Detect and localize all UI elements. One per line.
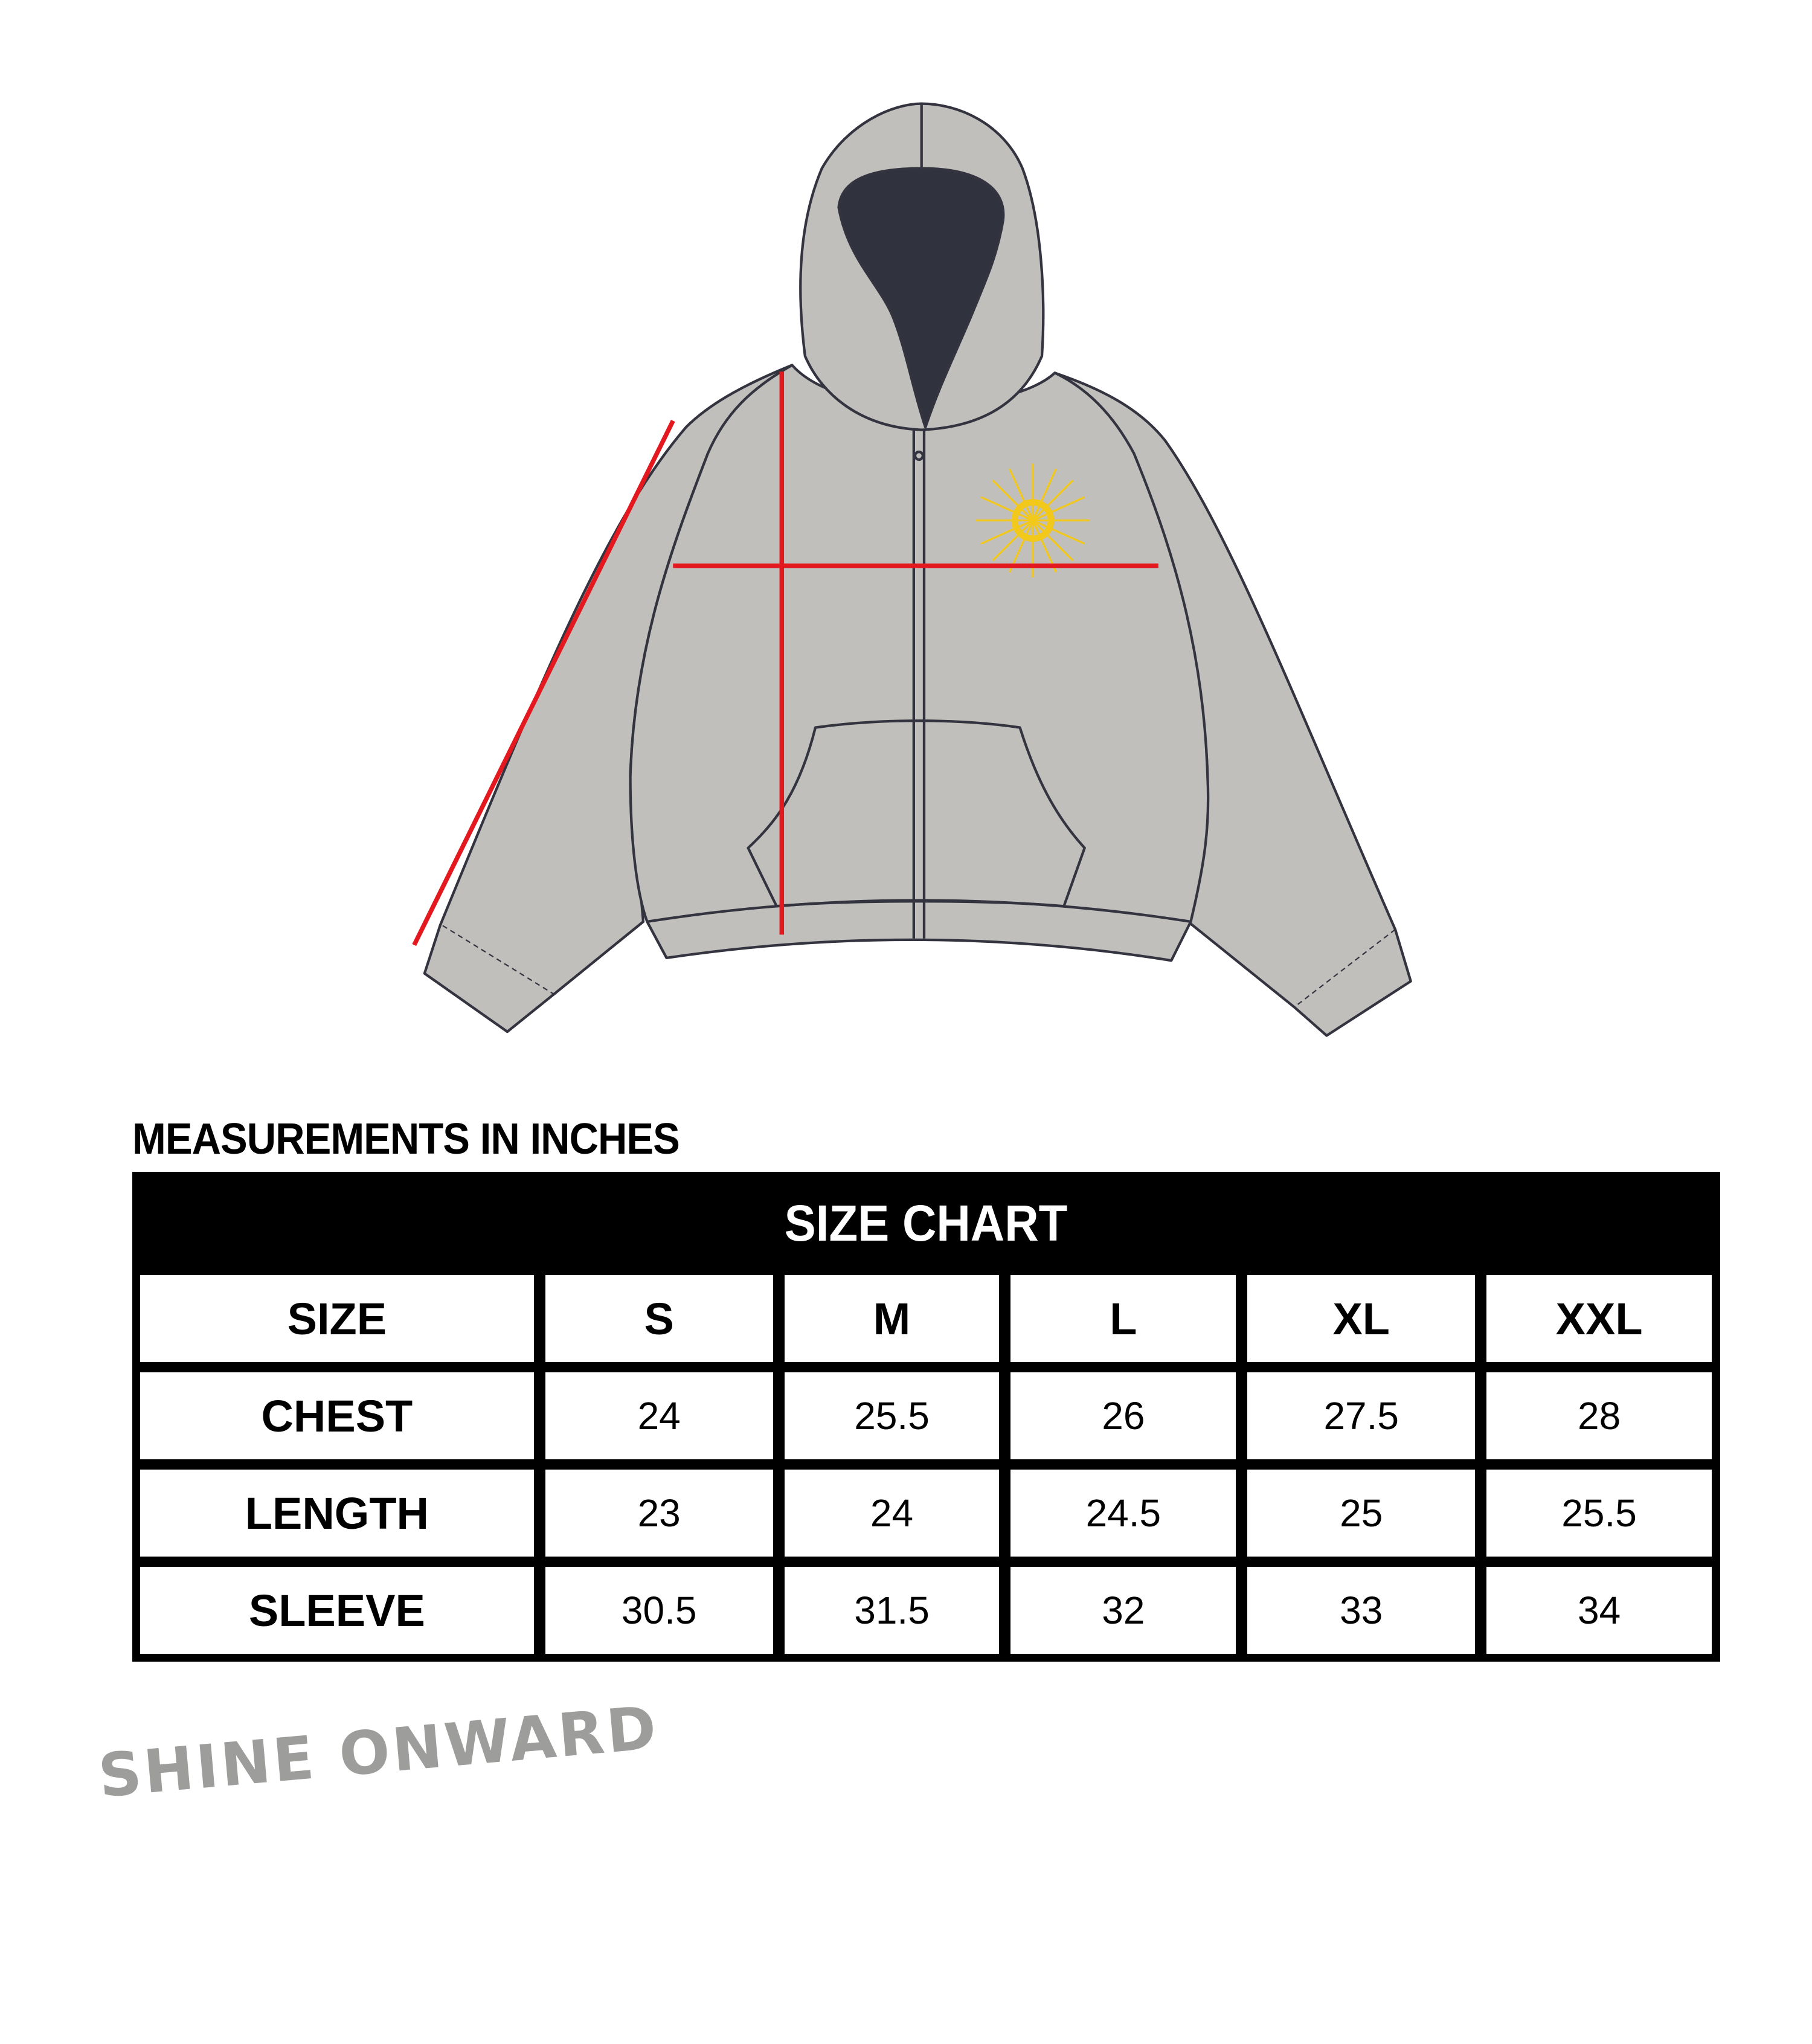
table-cell: 25.5 [1486,1470,1712,1557]
table-cell: 24 [784,1470,1000,1557]
table-cell: 25.5 [784,1372,1000,1459]
header-cell: SIZE [140,1275,534,1362]
row-label-length: LENGTH [140,1470,534,1557]
measurements-unit-label: MEASUREMENTS IN INCHES [132,1115,680,1163]
size-chart-table: SIZE CHART SIZE S M L XL XXL CHEST 24 25… [132,1172,1720,1662]
table-cell: 30.5 [545,1567,773,1654]
row-label-chest: CHEST [140,1372,534,1459]
table-cell: 23 [545,1470,773,1557]
header-cell: M [784,1275,1000,1362]
table-cell: 27.5 [1247,1372,1476,1459]
measurement-lines [412,371,1158,946]
sun-emblem-icon [975,463,1090,577]
table-cell: 26 [1010,1372,1236,1459]
brand-logo: SHINE ONWARD [95,1694,661,1811]
table-cell: 25 [1247,1470,1476,1557]
table-cell: 24 [545,1372,773,1459]
sleeve-measure-line [412,419,675,946]
table-cell: 32 [1010,1567,1236,1654]
header-cell: L [1010,1275,1236,1362]
header-cell: S [545,1275,773,1362]
header-cell: XXL [1486,1275,1712,1362]
table-cell: 33 [1247,1567,1476,1654]
table-cell: 31.5 [784,1567,1000,1654]
row-label-sleeve: SLEEVE [140,1567,534,1654]
size-chart-title: SIZE CHART [784,1195,1068,1252]
table-cell: 24.5 [1010,1470,1236,1557]
header-cell: XL [1247,1275,1476,1362]
hoodie-body [629,364,1210,962]
table-cell: 28 [1486,1372,1712,1459]
table-cell: 34 [1486,1567,1712,1654]
hood-lining [837,167,1005,429]
